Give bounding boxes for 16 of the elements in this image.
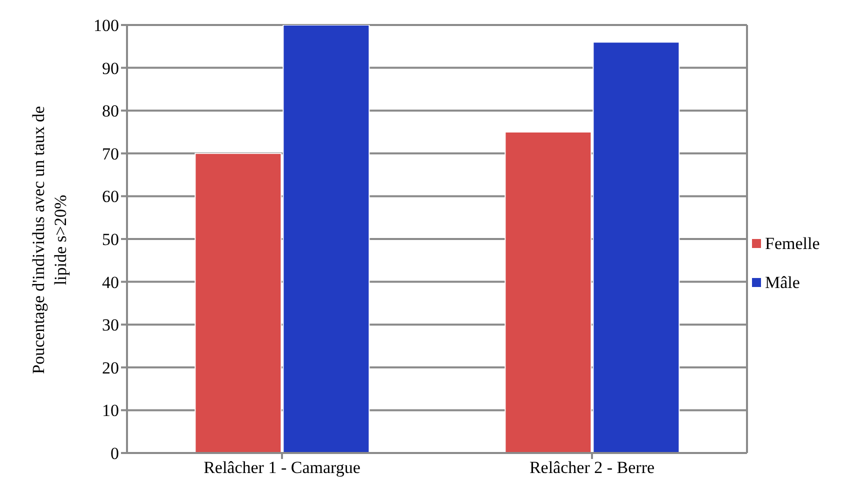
- y-tick-label: 50: [102, 230, 119, 250]
- y-tick-label: 100: [94, 16, 119, 36]
- y-tick-label: 40: [102, 272, 119, 292]
- y-tick-label: 80: [102, 102, 119, 121]
- y-tick-label: 0: [110, 444, 119, 464]
- y-tick-label: 90: [102, 58, 119, 78]
- legend-label: Mâle: [765, 272, 800, 292]
- y-axis-title: Poucentage d'individus avec un taux de lipide s>20%: [28, 105, 71, 375]
- y-tick-label: 60: [102, 187, 119, 206]
- y-tick-label: 70: [102, 144, 119, 164]
- y-tick-label: 20: [102, 358, 119, 378]
- x-tick-label: Relâcher 1 - Camargue: [204, 458, 360, 478]
- legend-label: Femelle: [765, 234, 820, 254]
- x-tick-label: Relâcher 2 - Berre: [529, 458, 655, 478]
- y-tick-label: 10: [102, 401, 119, 420]
- y-tick-label: 30: [102, 316, 119, 335]
